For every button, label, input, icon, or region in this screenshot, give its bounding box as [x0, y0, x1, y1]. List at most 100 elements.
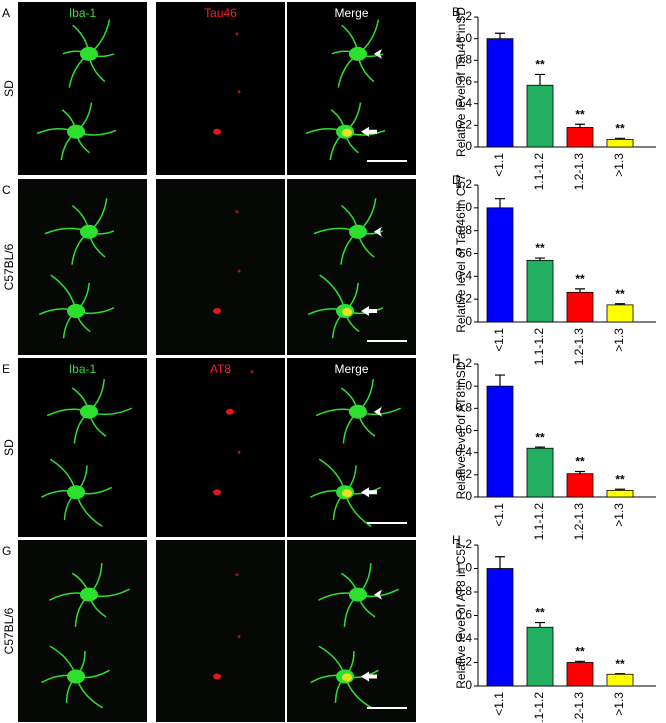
row-label: SD [2, 439, 16, 456]
x-tick-label: 1.2-1.3 [572, 503, 586, 541]
x-tick-label: >1.3 [612, 692, 626, 716]
bar [566, 127, 594, 148]
cell-body [67, 669, 86, 684]
colocalization [342, 128, 353, 137]
x-tick-label: >1.3 [612, 153, 626, 177]
y-tick-label: 1.2 [455, 9, 472, 23]
x-tick-label: >1.3 [612, 503, 626, 527]
bar [486, 385, 514, 498]
x-tick-label: <1.1 [492, 328, 506, 352]
error-bar [575, 660, 585, 663]
signal [235, 32, 239, 36]
y-axis-label: Relative level of Tau46 inSD [454, 7, 468, 157]
panel-letter: D [452, 173, 461, 187]
y-axis-label: Relative level of AT8 in C57 [454, 542, 468, 689]
bar [566, 291, 594, 323]
y-tick-label: 1.0 [455, 378, 472, 392]
bar [606, 489, 634, 498]
arrowhead [373, 589, 382, 600]
cell-body [348, 404, 367, 419]
y-tick-label: 1.0 [455, 31, 472, 45]
y-tick-label: 0 [465, 139, 472, 153]
colocalization [342, 308, 353, 316]
panel-letter: F [452, 352, 459, 366]
cell-body [348, 46, 367, 61]
bar [486, 207, 514, 323]
error-bar [615, 303, 625, 305]
arrow [361, 487, 378, 498]
signal [213, 128, 222, 135]
cell-body [79, 224, 98, 239]
error-bar [535, 621, 545, 628]
significance: ** [615, 472, 625, 486]
significance: ** [575, 107, 585, 121]
y-tick-label: 0.8 [455, 53, 472, 67]
y-tick-label: 0 [465, 678, 472, 692]
significance: ** [535, 58, 545, 72]
micrograph [156, 179, 285, 355]
colocalization [342, 673, 353, 682]
error-bar [495, 556, 505, 569]
channel-label: Merge [334, 362, 368, 376]
x-tick-label: <1.1 [492, 503, 506, 527]
signal [237, 90, 241, 94]
bar [606, 139, 634, 148]
significance: ** [535, 606, 545, 620]
micrograph [287, 358, 416, 537]
error-bar [535, 446, 545, 449]
bar [486, 568, 514, 687]
cell-body [79, 46, 98, 61]
x-tick-label: <1.1 [492, 692, 506, 716]
error-bar [575, 470, 585, 474]
y-tick-label: 0.4 [455, 269, 472, 283]
arrow [361, 126, 378, 137]
micrograph [287, 2, 416, 175]
micrograph [18, 2, 147, 175]
y-tick-label: 1.0 [455, 561, 472, 575]
signal [250, 370, 254, 374]
micrograph [156, 358, 285, 537]
micrograph [156, 540, 285, 722]
signal [213, 308, 222, 314]
significance: ** [615, 122, 625, 136]
significance: ** [535, 241, 545, 255]
significance: ** [535, 430, 545, 444]
cell-body [67, 124, 86, 139]
arrow [361, 671, 378, 682]
y-axis-label: Relative level of Tau46 in C57 [454, 174, 468, 333]
cell-body [79, 587, 98, 602]
signal [213, 673, 222, 680]
cell-body [348, 587, 367, 602]
micrograph [18, 358, 147, 537]
y-tick-label: 0 [465, 314, 472, 328]
y-tick-label: 0.6 [455, 74, 472, 88]
bar [566, 662, 594, 687]
cell-body [67, 485, 86, 500]
y-tick-label: 0.4 [455, 96, 472, 110]
x-tick-label: 1.1-1.2 [532, 503, 546, 541]
x-tick-label: >1.3 [612, 328, 626, 352]
bar [566, 473, 594, 498]
x-tick-label: 1.2-1.3 [572, 692, 586, 723]
error-bar [615, 137, 625, 140]
micrograph [156, 2, 285, 175]
channel-label: AT8 [210, 362, 231, 376]
channel-label: Iba-1 [69, 362, 97, 376]
error-bar [615, 488, 625, 491]
row-label: C57BL/6 [2, 607, 16, 654]
bar [606, 304, 634, 323]
error-bar [615, 673, 625, 675]
error-bar [575, 123, 585, 128]
cell-body [67, 304, 86, 318]
micrograph [287, 540, 416, 722]
panel-letter: H [452, 533, 461, 547]
panel-letter: C [2, 183, 11, 197]
channel-label: Tau46 [204, 6, 237, 20]
y-tick-label: 0.6 [455, 423, 472, 437]
colocalization [342, 489, 353, 498]
cell-body [79, 404, 98, 419]
significance: ** [575, 272, 585, 286]
micrograph [287, 179, 416, 355]
panel-letter: A [2, 6, 10, 20]
